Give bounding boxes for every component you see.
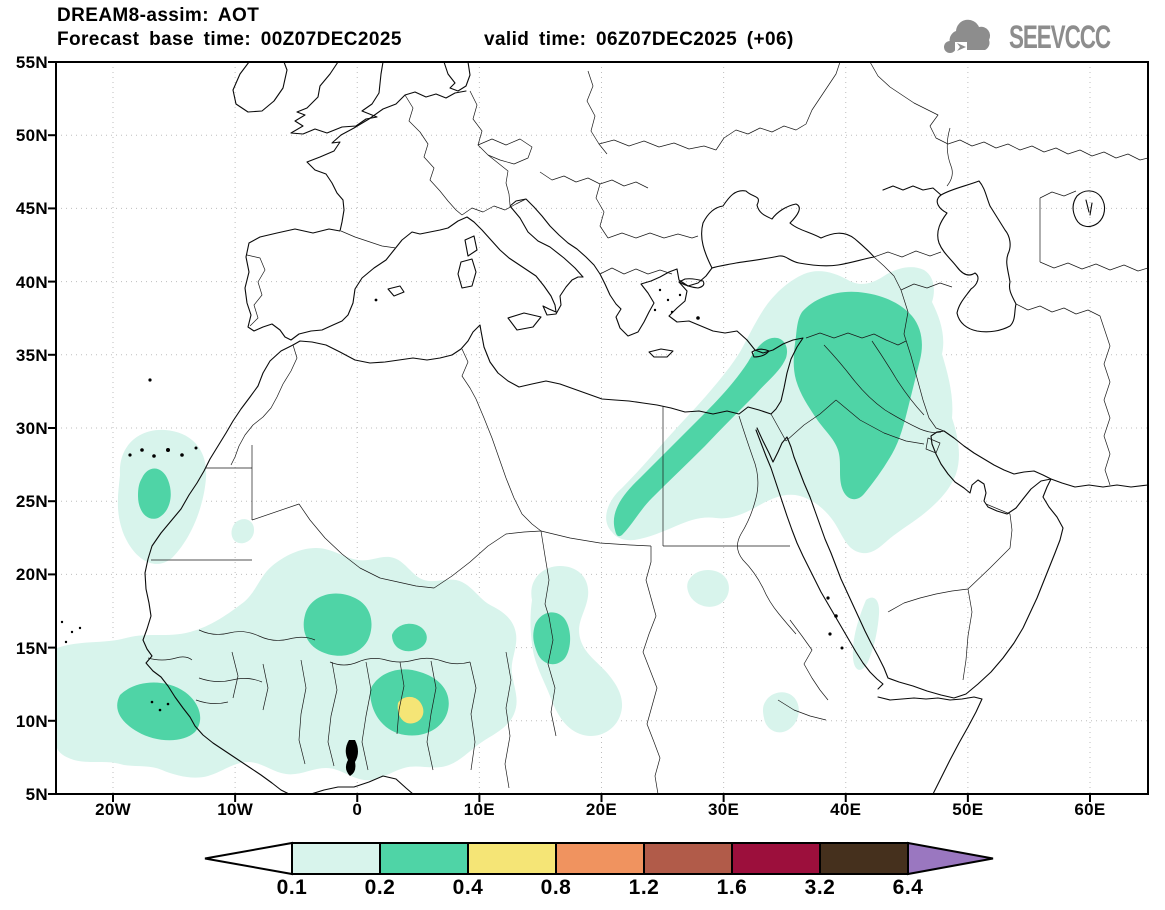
colorbar-arrow-above-max xyxy=(907,841,994,876)
plot-subtitle: Forecast base time: 00Z07DEC2025 valid t… xyxy=(57,29,957,53)
plot-title: DREAM8-assim: AOT xyxy=(57,5,260,26)
lon-label-0: 0 xyxy=(352,800,363,819)
lon-label-60E: 60E xyxy=(1074,800,1106,819)
colorbar-value-0.2: 0.2 xyxy=(364,876,396,899)
aot-region-ethiopia-spot xyxy=(763,692,799,733)
lon-label-10W: 10W xyxy=(217,800,254,819)
forecast-base-time: Forecast base time: 00Z07DEC2025 xyxy=(57,29,402,50)
aot-core-nw-africa xyxy=(138,468,171,519)
colorbar-cell-4 xyxy=(643,842,733,875)
colorbar-cell-3 xyxy=(555,842,645,875)
axis-ticks xyxy=(48,61,1091,802)
seevccc-wordmark: SEEVCCC xyxy=(1008,18,1111,55)
lat-label-30N: 30N xyxy=(15,419,48,438)
lat-label-20N: 20N xyxy=(15,565,48,585)
aot-region-chad xyxy=(530,566,623,736)
colorbar-cell-5 xyxy=(731,842,821,875)
lon-label-50E: 50E xyxy=(952,800,984,819)
colorbar-cell-1 xyxy=(379,842,469,875)
plot-header: DREAM8-assim: AOT Forecast base time: 00… xyxy=(57,5,957,53)
aot-region-west-africa xyxy=(57,548,517,781)
colorbar-cell-2 xyxy=(467,842,557,875)
lat-label-45N: 45N xyxy=(15,199,48,219)
aot-core-guinea xyxy=(117,682,201,741)
aot-core-chad xyxy=(533,612,571,665)
lat-label-5N: 5N xyxy=(25,785,48,804)
colorbar-value-0.4: 0.4 xyxy=(452,876,484,899)
lat-label-35N: 35N xyxy=(15,345,48,365)
valid-time: valid time: 06Z07DEC2025 (+06) xyxy=(484,29,794,50)
aot-core-mali xyxy=(303,593,372,656)
country-borders xyxy=(147,62,1148,794)
cloud-icon xyxy=(943,19,990,53)
aot-peak-benin xyxy=(397,696,424,724)
lon-label-40E: 40E xyxy=(830,800,862,819)
colorbar-arrow-below-min xyxy=(204,841,293,876)
colorbar-value-6.4: 6.4 xyxy=(892,876,924,899)
aot-core-syria-iraq xyxy=(793,291,922,500)
aot-core-egypt-levant xyxy=(613,337,788,537)
colorbar-cell-6 xyxy=(819,842,909,875)
colorbar-value-0.8: 0.8 xyxy=(540,876,572,899)
colorbar-value-3.2: 3.2 xyxy=(804,876,836,899)
aot-region-mauritania-spot xyxy=(231,519,254,544)
colorbar-cell-0 xyxy=(291,842,381,875)
lon-label-20E: 20E xyxy=(585,800,618,819)
island-and-lake-marks xyxy=(60,288,844,776)
seevccc-logo: SEEVCCC xyxy=(941,16,1153,58)
lat-label-25N: 25N xyxy=(15,492,48,512)
aot-core-niger xyxy=(392,623,427,652)
lat-label-15N: 15N xyxy=(15,638,48,658)
colorbar-value-1.2: 1.2 xyxy=(628,876,660,899)
colorbar-value-1.6: 1.6 xyxy=(716,876,748,899)
lat-label-50N: 50N xyxy=(15,126,48,146)
lat-label-55N: 55N xyxy=(15,53,48,72)
coastlines xyxy=(142,62,1148,794)
aot-region-sudan-spot xyxy=(687,570,729,607)
lat-label-40N: 40N xyxy=(15,272,48,292)
lon-label-30E: 30E xyxy=(708,800,740,819)
lon-label-20W: 20W xyxy=(95,800,131,819)
lon-label-10E: 10E xyxy=(463,800,495,819)
colorbar-value-0.1: 0.1 xyxy=(276,876,308,899)
aot-shading xyxy=(57,267,959,781)
colorbar xyxy=(204,841,994,876)
lat-label-10N: 10N xyxy=(15,711,48,731)
